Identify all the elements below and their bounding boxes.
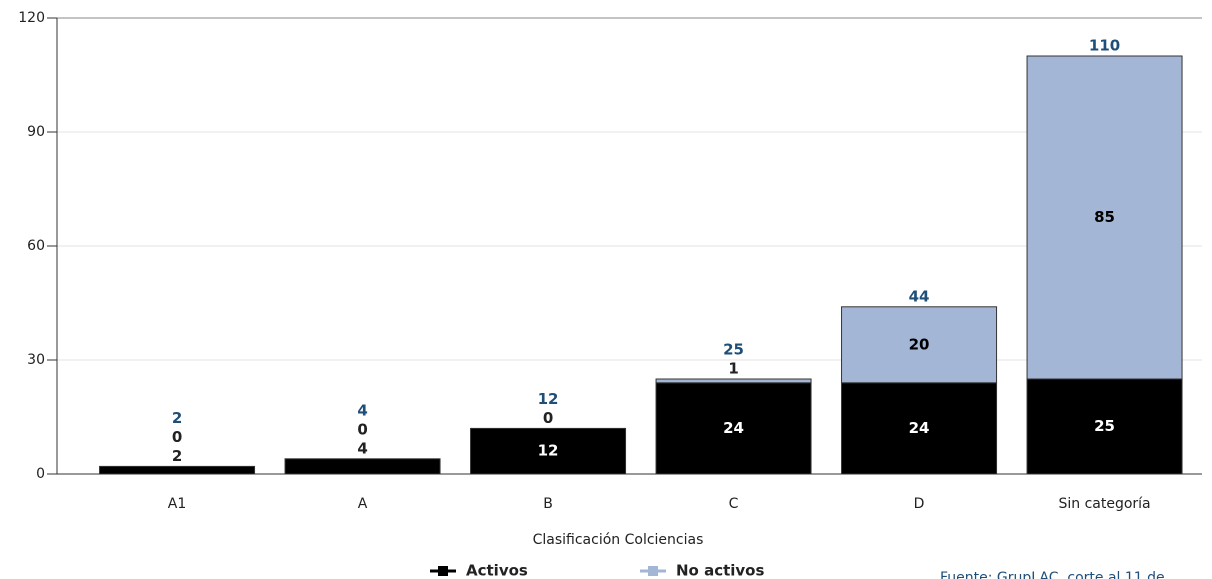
total-label: 2 xyxy=(172,409,182,427)
value-label: 12 xyxy=(538,442,559,460)
bar-segment xyxy=(99,465,256,475)
x-tick-label: B xyxy=(543,496,553,512)
value-label: 1 xyxy=(728,360,738,378)
bar-segment xyxy=(655,378,812,384)
legend-label: Activos xyxy=(466,562,528,579)
value-label: 4 xyxy=(357,439,367,457)
total-label: 4 xyxy=(357,401,367,419)
y-tick-label: 0 xyxy=(36,466,45,482)
source-note: Fuente: GrupLAC, corte al 11 de xyxy=(940,570,1165,579)
value-label: 24 xyxy=(723,419,744,437)
bar-segment xyxy=(284,458,441,475)
bar-segment xyxy=(1026,378,1183,475)
bar-segment xyxy=(841,306,998,384)
value-label: 20 xyxy=(909,335,930,353)
total-label: 44 xyxy=(909,287,930,305)
value-label: 85 xyxy=(1094,208,1115,226)
value-label: 0 xyxy=(357,420,367,438)
x-tick-label: A xyxy=(358,496,368,512)
total-label: 25 xyxy=(723,341,744,359)
bar-segment xyxy=(1026,55,1183,380)
legend-marker xyxy=(438,566,448,576)
value-label: 2 xyxy=(172,447,182,465)
bar-segment xyxy=(841,382,998,475)
legend-marker xyxy=(648,566,658,576)
bar-segment xyxy=(655,382,812,475)
y-tick-label: 90 xyxy=(27,124,45,140)
y-tick-label: 120 xyxy=(18,10,45,26)
total-label: 110 xyxy=(1089,37,1120,55)
value-label: 24 xyxy=(909,419,930,437)
legend-label: No activos xyxy=(676,562,764,579)
value-label: 25 xyxy=(1094,417,1115,435)
x-tick-label: C xyxy=(729,496,739,512)
total-label: 12 xyxy=(538,390,559,408)
value-label: 0 xyxy=(543,409,553,427)
value-label: 0 xyxy=(172,428,182,446)
bar-segment xyxy=(470,427,627,475)
x-tick-label: A1 xyxy=(168,496,186,512)
y-tick-label: 30 xyxy=(27,352,45,368)
y-tick-label: 60 xyxy=(27,238,45,254)
x-axis-title: Clasificación Colciencias xyxy=(533,532,704,548)
x-tick-label: Sin categoría xyxy=(1058,496,1150,512)
x-tick-label: D xyxy=(914,496,925,512)
